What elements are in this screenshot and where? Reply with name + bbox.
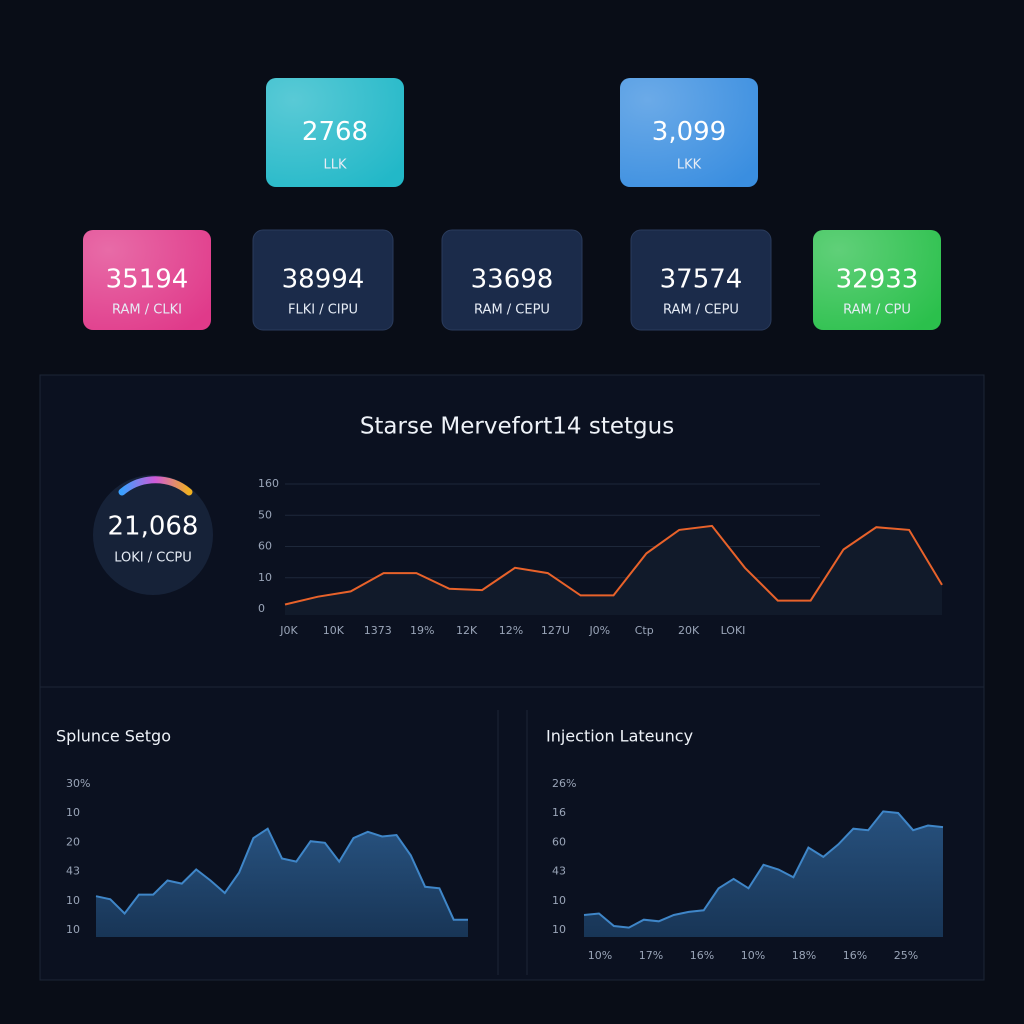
card-value: 35194	[106, 265, 189, 295]
panel-title: Splunce Setgo	[56, 727, 171, 746]
line	[284, 524, 943, 606]
card-value: 3,099	[652, 117, 726, 147]
x-tick-label: J0K	[279, 624, 298, 637]
gauge-arc	[118, 476, 193, 496]
area	[584, 811, 943, 937]
card-label: FLKI / CIPU	[288, 303, 358, 318]
line-fill	[285, 525, 942, 615]
x-tick-label: 20K	[678, 624, 700, 637]
y-tick-label: 30%	[66, 777, 90, 790]
card-glow	[620, 78, 758, 187]
card	[441, 229, 583, 331]
y-tick-label: 60	[552, 835, 566, 848]
x-tick-label: 18%	[792, 949, 816, 962]
y-tick-label: 20	[66, 835, 80, 848]
area-line	[95, 827, 468, 921]
x-tick-label: 17%	[639, 949, 663, 962]
x-tick-label: J0%	[588, 624, 610, 637]
card-label: RAM / CLKI	[112, 303, 182, 318]
y-tick-label: 16	[552, 806, 566, 819]
x-tick-label: 16%	[690, 949, 714, 962]
card-label: RAM / CEPU	[474, 303, 550, 318]
y-tick-label: 10	[552, 894, 566, 907]
x-tick-label: 16%	[843, 949, 867, 962]
area-line	[583, 810, 944, 929]
card-value: 38994	[282, 265, 365, 295]
card-glow	[83, 230, 211, 330]
x-tick-label: 12K	[456, 624, 478, 637]
card-glow	[266, 78, 404, 187]
y-tick-label: 10	[66, 806, 80, 819]
panel-title: Injection Lateuncy	[546, 727, 693, 746]
y-tick-label: 0	[258, 602, 265, 615]
card-value: 37574	[660, 265, 743, 295]
x-tick-label: LOKI	[721, 624, 746, 637]
x-tick-label: 1373	[364, 624, 392, 637]
y-tick-label: 160	[258, 477, 279, 490]
x-tick-label: 127U	[541, 624, 570, 637]
y-tick-label: 26%	[552, 777, 576, 790]
x-tick-label: 25%	[894, 949, 918, 962]
card-value: 32933	[836, 265, 919, 295]
card-glow	[813, 230, 941, 330]
card	[252, 229, 394, 331]
y-tick-label: 43	[552, 865, 566, 878]
gauge-label: LOKI / CCPU	[114, 551, 192, 566]
x-tick-label: 12%	[499, 624, 523, 637]
card-value: 33698	[471, 265, 554, 295]
card-label: LKK	[677, 158, 702, 173]
y-tick-label: 10	[258, 571, 272, 584]
y-tick-label: 10	[66, 923, 80, 936]
y-tick-label: 50	[258, 508, 272, 521]
x-tick-label: 10%	[588, 949, 612, 962]
cards: 2768 LLK 3,099 LKK 35194 RAM / CLKI 38994 FLKI …	[83, 78, 941, 331]
y-tick-label: 10	[66, 894, 80, 907]
y-tick-label: 10	[552, 923, 566, 936]
main-title: Starse Mervefort14 stetgus	[360, 414, 674, 440]
x-tick-label: Ctp	[635, 624, 654, 637]
y-tick-label: 43	[66, 865, 80, 878]
x-tick-label: 10K	[323, 624, 345, 637]
y-tick-label: 60	[258, 540, 272, 553]
area	[96, 828, 468, 937]
card-label: RAM / CPU	[843, 303, 911, 318]
card	[630, 229, 772, 331]
card-label: RAM / CEPU	[663, 303, 739, 318]
card-label: LLK	[323, 158, 346, 173]
gauge-value: 21,068	[108, 512, 199, 542]
x-tick-label: 19%	[410, 624, 434, 637]
x-tick-label: 10%	[741, 949, 765, 962]
card-value: 2768	[302, 117, 368, 147]
gauge	[93, 475, 213, 595]
